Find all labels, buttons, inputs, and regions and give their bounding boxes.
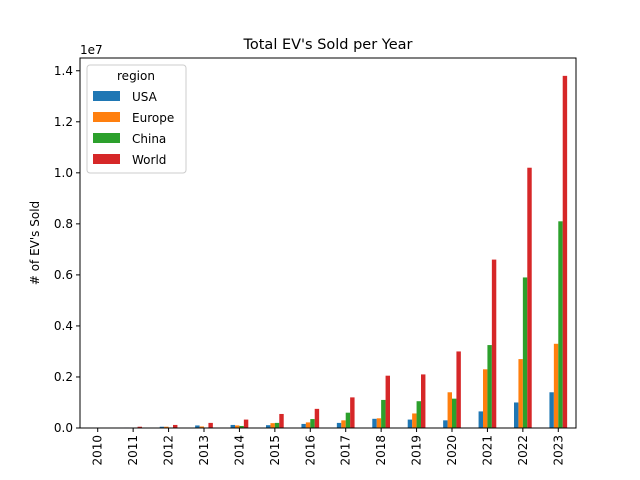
legend-swatch-usa: [93, 91, 120, 101]
bar-china-2020: [452, 398, 457, 428]
bar-china-2022: [522, 277, 528, 428]
bar-europe-2023: [553, 343, 559, 428]
bar-usa-2022: [514, 402, 519, 428]
y-tick-label: 1.2: [54, 115, 73, 129]
bar-europe-2014: [235, 425, 240, 428]
x-tick-label: 2011: [126, 435, 140, 466]
bar-usa-2015: [266, 425, 271, 428]
bar-usa-2020: [443, 420, 448, 428]
bar-world-2011: [137, 426, 142, 428]
legend-label-usa: USA: [132, 90, 158, 104]
bar-usa-2016: [301, 423, 306, 428]
y-tick-label: 0.8: [54, 217, 73, 231]
bar-europe-2020: [447, 392, 452, 428]
y-tick-label: 0.6: [54, 268, 73, 282]
bar-europe-2022: [518, 359, 523, 428]
x-tick-label: 2014: [232, 435, 246, 466]
legend-swatch-world: [93, 154, 120, 164]
legend: region USA Europe China World: [86, 64, 187, 174]
bar-china-2016: [310, 419, 315, 428]
bar-europe-2013: [199, 426, 204, 428]
legend-label-china: China: [132, 132, 166, 146]
x-tick-label: 2023: [551, 435, 565, 466]
legend-swatch-china: [93, 133, 120, 143]
bar-china-2019: [416, 401, 421, 428]
bar-usa-2019: [407, 419, 413, 428]
y-tick-label: 1.4: [54, 64, 73, 78]
bar-usa-2018: [372, 418, 377, 428]
bar-world-2022: [527, 167, 532, 428]
bar-world-2016: [314, 408, 320, 428]
bar-world-2019: [421, 374, 426, 428]
x-tick-label: 2015: [268, 435, 282, 466]
bar-europe-2021: [483, 369, 488, 428]
y-offset-label: 1e7: [80, 43, 103, 57]
y-axis: 0.0 0.2 0.4 0.6 0.8 1.0 1.2 1.4: [54, 64, 80, 435]
y-tick-label: 1.0: [54, 166, 73, 180]
bar-usa-2017: [336, 422, 342, 428]
x-tick-label: 2021: [480, 435, 494, 466]
chart-title: Total EV's Sold per Year: [242, 37, 412, 53]
bar-world-2015: [279, 413, 284, 428]
bar-europe-2019: [412, 413, 417, 428]
bar-world-2020: [456, 351, 461, 428]
bar-china-2023: [558, 221, 563, 428]
bar-usa-2023: [549, 392, 554, 428]
legend-title: region: [117, 69, 155, 83]
x-tick-label: 2013: [197, 435, 211, 466]
bar-world-2013: [208, 422, 213, 428]
y-tick-label: 0.2: [54, 370, 73, 384]
bar-world-2018: [385, 375, 390, 428]
legend-label-world: World: [132, 153, 166, 167]
plot-frame: [79, 57, 577, 429]
bar-world-2014: [243, 419, 249, 428]
legend-label-europe: Europe: [132, 111, 174, 125]
x-tick-label: 2019: [410, 435, 424, 466]
legend-items: USA Europe China World: [93, 90, 174, 167]
y-tick-label: 0.4: [54, 319, 73, 333]
bar-europe-2017: [341, 420, 346, 428]
bars-layer: [102, 75, 568, 429]
x-tick-label: 2010: [91, 435, 105, 466]
x-axis: 2010 2011 2012 2013 2014 2015 2016 2017 2018 2019…: [91, 428, 565, 466]
bar-world-2012: [173, 424, 178, 428]
bar-china-2015: [274, 422, 280, 428]
x-tick-label: 2017: [339, 435, 353, 466]
x-tick-label: 2012: [162, 435, 176, 466]
bar-world-2021: [491, 259, 497, 428]
bar-usa-2012: [159, 426, 165, 428]
x-tick-label: 2022: [516, 435, 530, 466]
bar-usa-2014: [230, 424, 235, 428]
bar-world-2023: [562, 75, 568, 429]
bar-europe-2018: [376, 418, 382, 428]
bar-china-2021: [487, 345, 492, 428]
bar-europe-2012: [164, 426, 169, 428]
y-tick-label: 0.0: [54, 421, 73, 435]
bar-usa-2021: [478, 411, 483, 428]
x-tick-label: 2020: [445, 435, 459, 466]
x-tick-label: 2018: [374, 435, 388, 466]
bar-china-2018: [381, 399, 386, 428]
bar-europe-2015: [270, 423, 275, 428]
legend-swatch-europe: [93, 112, 120, 122]
x-tick-label: 2016: [303, 435, 317, 466]
bar-world-2017: [350, 397, 355, 428]
bar-china-2017: [345, 412, 351, 428]
bar-usa-2013: [195, 425, 200, 428]
bar-europe-2016: [305, 422, 311, 428]
y-axis-label: # of EV's Sold: [28, 201, 42, 285]
bar-china-2014: [239, 425, 244, 428]
